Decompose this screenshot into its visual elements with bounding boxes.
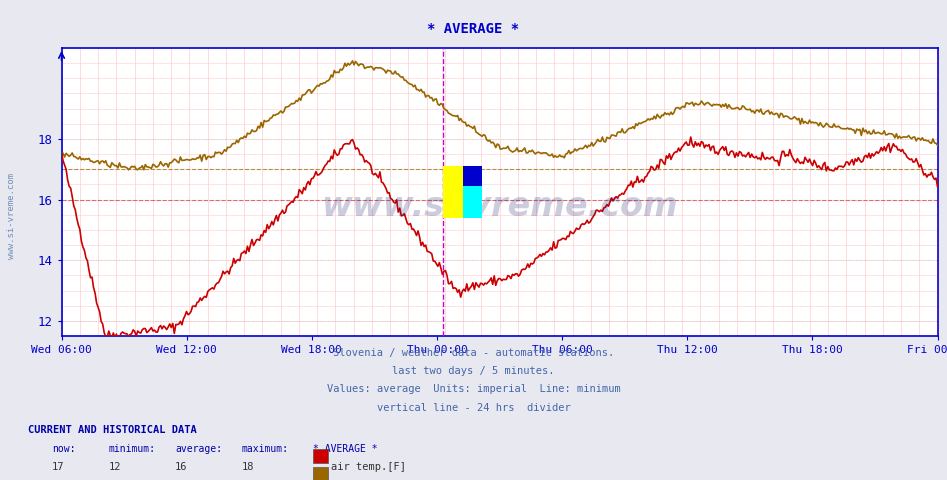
Text: last two days / 5 minutes.: last two days / 5 minutes. bbox=[392, 366, 555, 376]
Text: maximum:: maximum: bbox=[241, 444, 289, 454]
Text: average:: average: bbox=[175, 444, 223, 454]
Text: vertical line - 24 hrs  divider: vertical line - 24 hrs divider bbox=[377, 403, 570, 413]
Bar bbox=[443, 166, 463, 218]
Text: * AVERAGE *: * AVERAGE * bbox=[427, 22, 520, 36]
Text: www.si-vreme.com: www.si-vreme.com bbox=[7, 173, 16, 259]
Bar bbox=[463, 166, 482, 186]
Text: 18: 18 bbox=[241, 462, 254, 472]
Text: 12: 12 bbox=[109, 462, 121, 472]
Text: air temp.[F]: air temp.[F] bbox=[331, 462, 406, 472]
Text: Values: average  Units: imperial  Line: minimum: Values: average Units: imperial Line: mi… bbox=[327, 384, 620, 395]
Text: * AVERAGE *: * AVERAGE * bbox=[313, 444, 377, 454]
Text: now:: now: bbox=[52, 444, 76, 454]
Text: www.si-vreme.com: www.si-vreme.com bbox=[321, 190, 678, 223]
Text: 16: 16 bbox=[175, 462, 188, 472]
Bar bbox=[463, 186, 482, 218]
Text: Slovenia / weather data - automatic stations.: Slovenia / weather data - automatic stat… bbox=[333, 348, 614, 358]
Text: minimum:: minimum: bbox=[109, 444, 156, 454]
Text: CURRENT AND HISTORICAL DATA: CURRENT AND HISTORICAL DATA bbox=[28, 425, 197, 435]
Text: 17: 17 bbox=[52, 462, 64, 472]
